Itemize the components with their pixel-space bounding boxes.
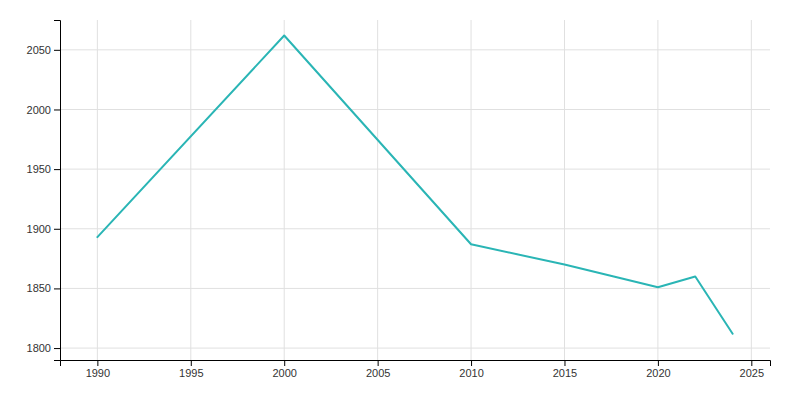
y-tick: 2000 [27,103,60,115]
x-grid-line [657,20,658,360]
x-tick-label: 2025 [740,367,764,379]
x-axis-line [61,361,771,367]
x-tick-label: 2010 [459,367,483,379]
y-tick-label: 2000 [27,103,51,115]
y-tick-label: 1900 [27,223,51,235]
x-tick-mark [378,360,379,366]
x-tick: 2000 [272,360,296,379]
y-tick-mark [54,348,60,349]
x-grid-line [471,20,472,360]
y-grid-line [60,228,770,229]
y-tick-label: 2050 [27,44,51,56]
x-tick-label: 1990 [86,367,110,379]
x-grid-line [97,20,98,360]
y-tick-label: 1850 [27,282,51,294]
x-tick-label: 2005 [366,367,390,379]
x-tick: 2020 [646,360,670,379]
x-tick-label: 1995 [179,367,203,379]
y-axis-line [54,21,61,361]
x-tick-mark [471,360,472,366]
x-tick-mark [97,360,98,366]
y-tick-mark [54,109,60,110]
x-axis: 1990 1995 2000 2005 2010 2015 2020 2025 [61,360,771,379]
y-tick: 2050 [27,44,60,56]
x-grid-line [190,20,191,360]
y-tick: 1850 [27,282,60,294]
grid [60,20,770,360]
y-tick: 1900 [27,223,60,235]
y-grid-line [60,348,770,349]
y-tick-label: 1800 [27,342,51,354]
x-tick-label: 2000 [272,367,296,379]
marks [97,36,732,334]
y-tick-mark [54,169,60,170]
x-tick-mark [564,360,565,366]
chart: 1990 1995 2000 2005 2010 2015 2020 2025 1800 1850… [0,0,800,400]
plot: 1990 1995 2000 2005 2010 2015 2020 2025 1800 1850… [27,20,771,379]
x-tick: 1990 [86,360,110,379]
x-tick: 2015 [553,360,577,379]
y-grid-line [60,169,770,170]
x-grid-line [751,20,752,360]
x-tick: 2005 [366,360,390,379]
y-tick-mark [54,50,60,51]
y-tick: 1800 [27,342,60,354]
x-grid-line [284,20,285,360]
x-tick: 2010 [459,360,483,379]
y-grid-line [60,109,770,110]
y-tick-mark [54,288,60,289]
x-tick-mark [751,360,752,366]
x-tick-mark [191,360,192,366]
y-tick-label: 1950 [27,163,51,175]
x-grid-line [377,20,378,360]
y-tick: 1950 [27,163,60,175]
y-axis: 1800 1850 1900 1950 2000 2050 [27,21,61,361]
y-grid-line [60,288,770,289]
y-grid-line [60,49,770,50]
x-tick: 2025 [740,360,764,379]
x-tick: 1995 [179,360,203,379]
x-tick-label: 2015 [553,367,577,379]
line [97,36,732,334]
x-tick-label: 2020 [646,367,670,379]
x-tick-mark [284,360,285,366]
x-grid-line [564,20,565,360]
y-tick-mark [54,229,60,230]
x-tick-mark [658,360,659,366]
